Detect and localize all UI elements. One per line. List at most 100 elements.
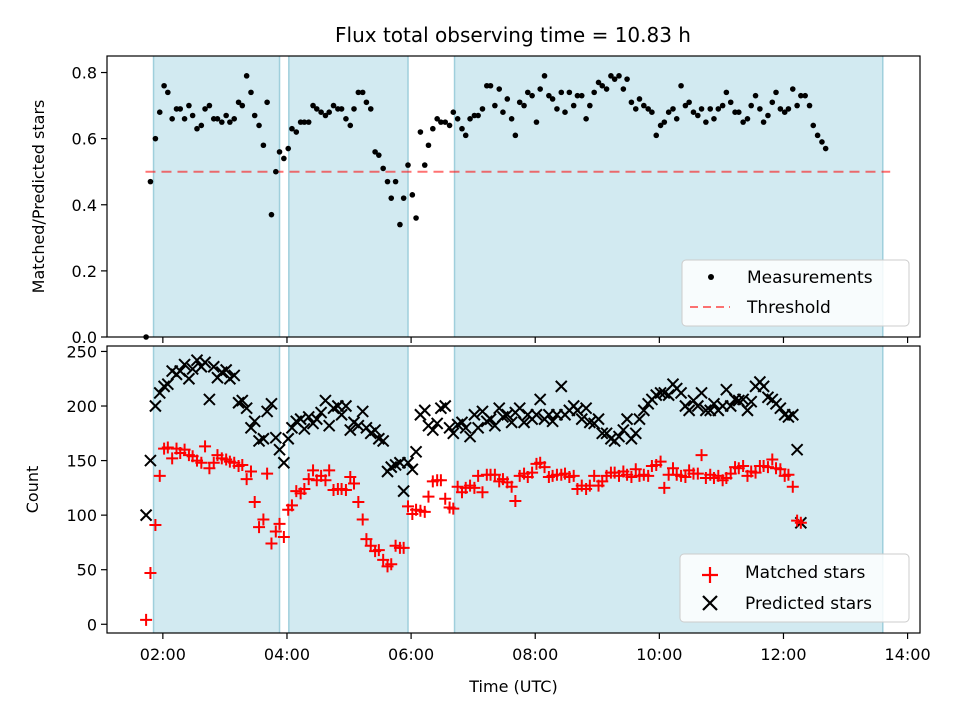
matched-star-point	[307, 464, 320, 477]
measurement-point	[355, 89, 362, 96]
predicted-star-point	[144, 454, 157, 467]
measurement-point	[459, 125, 465, 132]
predicted-star-point	[198, 356, 212, 369]
legend-measurements-marker	[708, 274, 714, 280]
predicted-star-point	[724, 399, 737, 413]
matched-star-point	[339, 484, 352, 497]
predicted-star-point	[139, 508, 153, 522]
measurement-point	[632, 106, 639, 112]
matched-star-point	[248, 496, 261, 509]
matched-star-point	[385, 558, 398, 571]
predicted-star-point	[298, 422, 311, 436]
predicted-star-point	[368, 423, 382, 437]
measurement-point	[695, 112, 701, 119]
matched-star-point	[476, 486, 489, 499]
matched-star-point	[323, 464, 336, 477]
matched-star-point	[468, 481, 481, 494]
predicted-star-point	[682, 404, 696, 417]
measurement-point	[690, 109, 697, 115]
measurement-point	[521, 102, 527, 109]
matched-star-point	[240, 473, 253, 486]
matched-star-point	[277, 530, 290, 543]
matched-star-point	[236, 458, 249, 471]
matched-star-point	[244, 465, 257, 478]
measurement-point	[765, 112, 771, 119]
y-tick-label: 200	[66, 397, 97, 416]
measurement-point	[682, 102, 689, 109]
measurement-point	[649, 109, 655, 115]
bottom-panel: 0 50 100 150 200 250 02:00 04:00 06:00 08:00 10:00…	[23, 342, 931, 696]
measurement-point	[268, 211, 275, 218]
measurement-point	[169, 116, 175, 122]
bottom-legend: Matched stars Predicted stars	[679, 553, 910, 623]
measurement-point	[198, 122, 205, 129]
predicted-star-point	[583, 416, 597, 429]
measurement-point	[251, 112, 258, 119]
measurement-point	[438, 119, 444, 125]
measurement-point	[641, 102, 647, 109]
measurement-point	[467, 116, 473, 122]
predicted-star-point	[695, 386, 708, 400]
x-axis-label: Time (UTC)	[468, 677, 557, 696]
predicted-star-point	[555, 380, 568, 393]
measurement-point	[822, 145, 829, 152]
predicted-star-point	[484, 412, 497, 426]
measurement-point	[549, 96, 556, 102]
measurement-point	[798, 92, 804, 99]
measurement-point	[248, 89, 254, 96]
x-tick-label: 08:00	[512, 645, 558, 664]
measurement-point	[537, 86, 543, 92]
predicted-star-point	[604, 432, 618, 445]
predicted-star-point	[277, 456, 291, 469]
matched-star-point	[397, 541, 410, 554]
measurement-point	[318, 109, 324, 115]
measurement-point	[152, 135, 159, 142]
matched-star-point	[567, 469, 580, 482]
matched-star-point	[153, 469, 166, 482]
measurement-point	[673, 116, 680, 122]
measurement-point	[727, 99, 734, 106]
matched-star-point	[642, 469, 655, 482]
predicted-star-point	[269, 431, 283, 444]
measurements-series	[143, 73, 829, 340]
predicted-star-point	[430, 417, 444, 430]
measurement-point	[608, 73, 614, 79]
measurement-point	[243, 73, 250, 79]
measurement-point	[400, 195, 407, 201]
matched-star-point	[377, 553, 390, 566]
measurement-point	[409, 192, 416, 198]
measurement-point	[363, 99, 370, 106]
measurement-point	[313, 106, 320, 112]
measurement-point	[194, 125, 200, 132]
measurement-point	[235, 99, 242, 106]
predicted-star-point	[790, 443, 804, 456]
matched-star-point	[360, 533, 373, 546]
measurement-point	[293, 129, 300, 135]
measurement-point	[231, 116, 238, 122]
predicted-star-point	[533, 393, 547, 406]
predicted-star-point	[260, 405, 274, 418]
predicted-star-point	[546, 415, 559, 428]
y-tick-label: 0.6	[72, 130, 97, 149]
legend-predicted-label: Predicted stars	[745, 594, 872, 614]
x-tick-label: 12:00	[760, 645, 806, 664]
matched-star-point	[538, 461, 551, 474]
measurement-point	[351, 106, 357, 112]
matched-star-point	[195, 456, 208, 469]
measurement-point	[434, 116, 440, 122]
measurement-point	[165, 89, 171, 96]
measurement-point	[380, 165, 386, 172]
matched-star-point	[505, 480, 518, 493]
predicted-star-point	[459, 421, 472, 435]
measurement-point	[462, 132, 469, 139]
predicted-star-point	[720, 383, 733, 396]
measurement-point	[810, 122, 817, 129]
predicted-star-point	[612, 430, 626, 443]
measurement-point	[177, 106, 184, 112]
matched-star-point	[774, 463, 787, 476]
measurement-point	[446, 122, 453, 129]
predicted-star-point	[232, 396, 245, 409]
legend-matched-marker	[702, 567, 718, 583]
predicted-star-point	[257, 432, 270, 445]
